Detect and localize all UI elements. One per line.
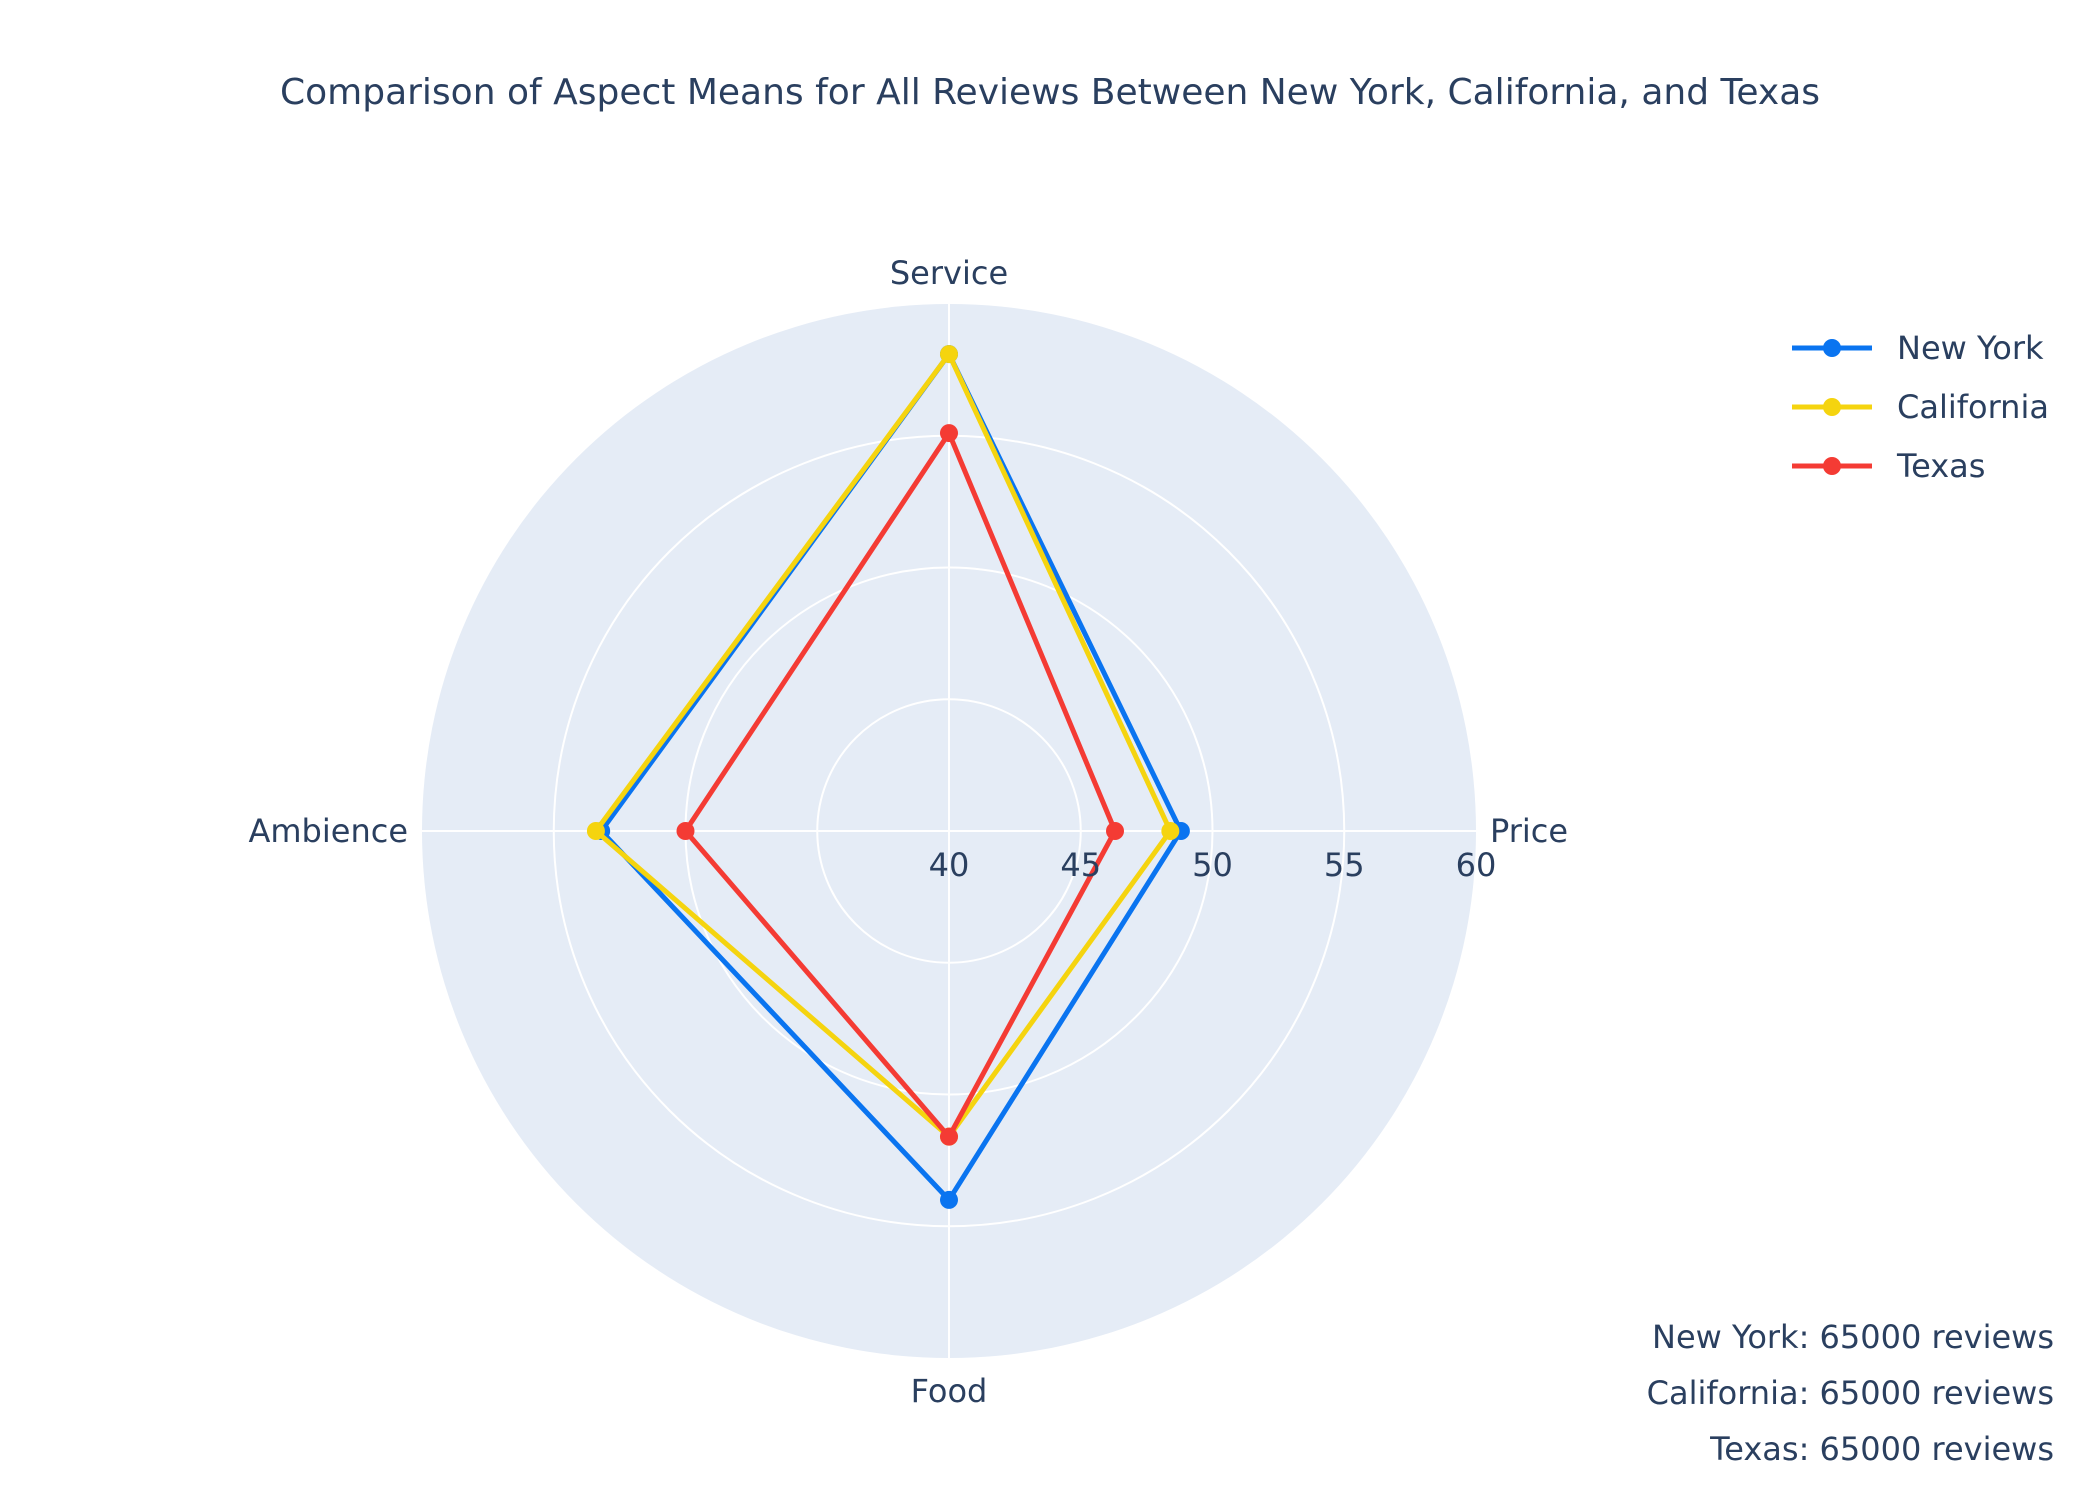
review-count-note: New York: 65000 reviews	[1652, 1318, 2054, 1356]
radial-tick-label-45: 45	[1060, 846, 1101, 884]
axis-label-service: Service	[890, 254, 1008, 292]
review-count-note: Texas: 65000 reviews	[1709, 1430, 2054, 1468]
axis-label-ambience: Ambience	[248, 812, 408, 850]
axis-label-price: Price	[1490, 812, 1568, 850]
radial-tick-label-60: 60	[1456, 846, 1497, 884]
angular-axis-labels: Service Price Food Ambience	[248, 254, 1568, 1410]
legend-item-texas[interactable]: Texas	[1792, 447, 1985, 485]
legend-label-texas: Texas	[1896, 447, 1985, 485]
legend: New York California Texas	[1792, 329, 2049, 485]
legend-item-new-york[interactable]: New York	[1792, 329, 2044, 367]
legend-item-california[interactable]: California	[1792, 388, 2049, 426]
point-california-service	[940, 345, 958, 364]
point-california-price	[1161, 822, 1180, 840]
legend-label-california: California	[1897, 388, 2049, 426]
point-texas-food	[940, 1127, 958, 1146]
legend-label-new-york: New York	[1897, 329, 2044, 367]
point-texas-price	[1106, 822, 1125, 840]
series-texas	[676, 424, 1125, 1146]
legend-swatch-marker	[1823, 457, 1841, 475]
radial-tick-label-50: 50	[1192, 846, 1233, 884]
radial-tick-labels: 40 45 50 55 60	[929, 846, 1497, 884]
review-count-note: California: 65000 reviews	[1647, 1374, 2054, 1412]
chart-title: Comparison of Aspect Means for All Revie…	[280, 72, 1820, 113]
point-texas-service	[940, 424, 958, 443]
radial-tick-label-55: 55	[1324, 846, 1365, 884]
legend-swatch-marker	[1823, 339, 1841, 357]
point-california-ambience	[586, 822, 605, 840]
series-layer	[586, 345, 1190, 1209]
axis-label-food: Food	[911, 1372, 988, 1410]
radial-tick-label-40: 40	[929, 846, 970, 884]
point-texas-ambience	[676, 822, 695, 840]
review-count-notes: New York: 65000 reviews California: 65000…	[1647, 1318, 2054, 1468]
legend-swatch-marker	[1823, 398, 1841, 416]
point-new-york-food	[940, 1190, 958, 1209]
